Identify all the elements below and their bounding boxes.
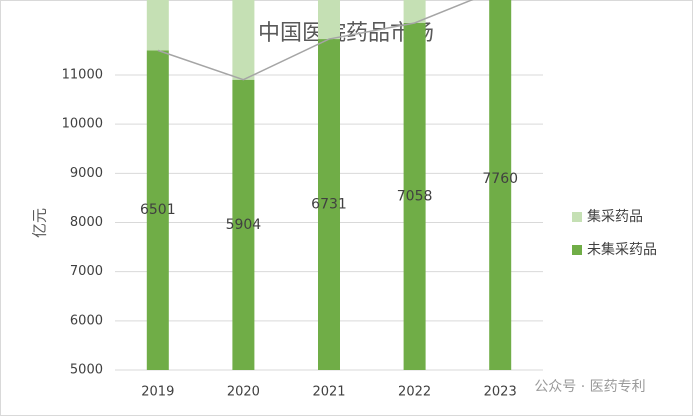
data-label: 6501: [140, 202, 176, 218]
x-tick-label: 2023: [484, 385, 517, 400]
data-label: 6731: [311, 197, 347, 213]
bar-segment: [232, 79, 255, 370]
y-axis-label: 亿元: [31, 208, 49, 238]
y-tick-label: 6000: [70, 313, 103, 328]
x-tick-label: 2022: [398, 385, 431, 400]
bar-segment: [146, 0, 169, 51]
legend-label: 未集采药品: [587, 241, 657, 258]
bar-segment: [489, 0, 512, 370]
legend-swatch: [572, 212, 582, 222]
bar-segment: [318, 39, 340, 370]
legend-label: 集采药品: [587, 208, 643, 225]
x-tick-label: 2021: [312, 385, 345, 400]
x-tick-label: 2020: [227, 385, 260, 400]
x-tick-label: 2019: [141, 385, 174, 400]
connector-line: [157, 0, 474, 81]
y-tick-label: 11000: [62, 68, 103, 83]
bar-segment: [232, 0, 255, 80]
legend-swatch: [572, 245, 582, 255]
data-label: 5904: [226, 217, 262, 233]
y-tick-label: 5000: [70, 363, 103, 378]
data-label: 7058: [397, 188, 433, 204]
data-label: 7760: [482, 171, 518, 187]
y-tick-label: 8000: [70, 215, 103, 230]
y-tick-label: 7000: [70, 264, 103, 279]
y-tick-label: 10000: [62, 117, 103, 132]
y-tick-label: 9000: [70, 166, 103, 181]
bar-segment: [146, 50, 169, 371]
bar-segment: [403, 22, 426, 371]
bar-segment: [403, 0, 426, 23]
bar-segment: [318, 0, 340, 40]
watermark: 公众号 · 医药专利: [534, 379, 645, 395]
